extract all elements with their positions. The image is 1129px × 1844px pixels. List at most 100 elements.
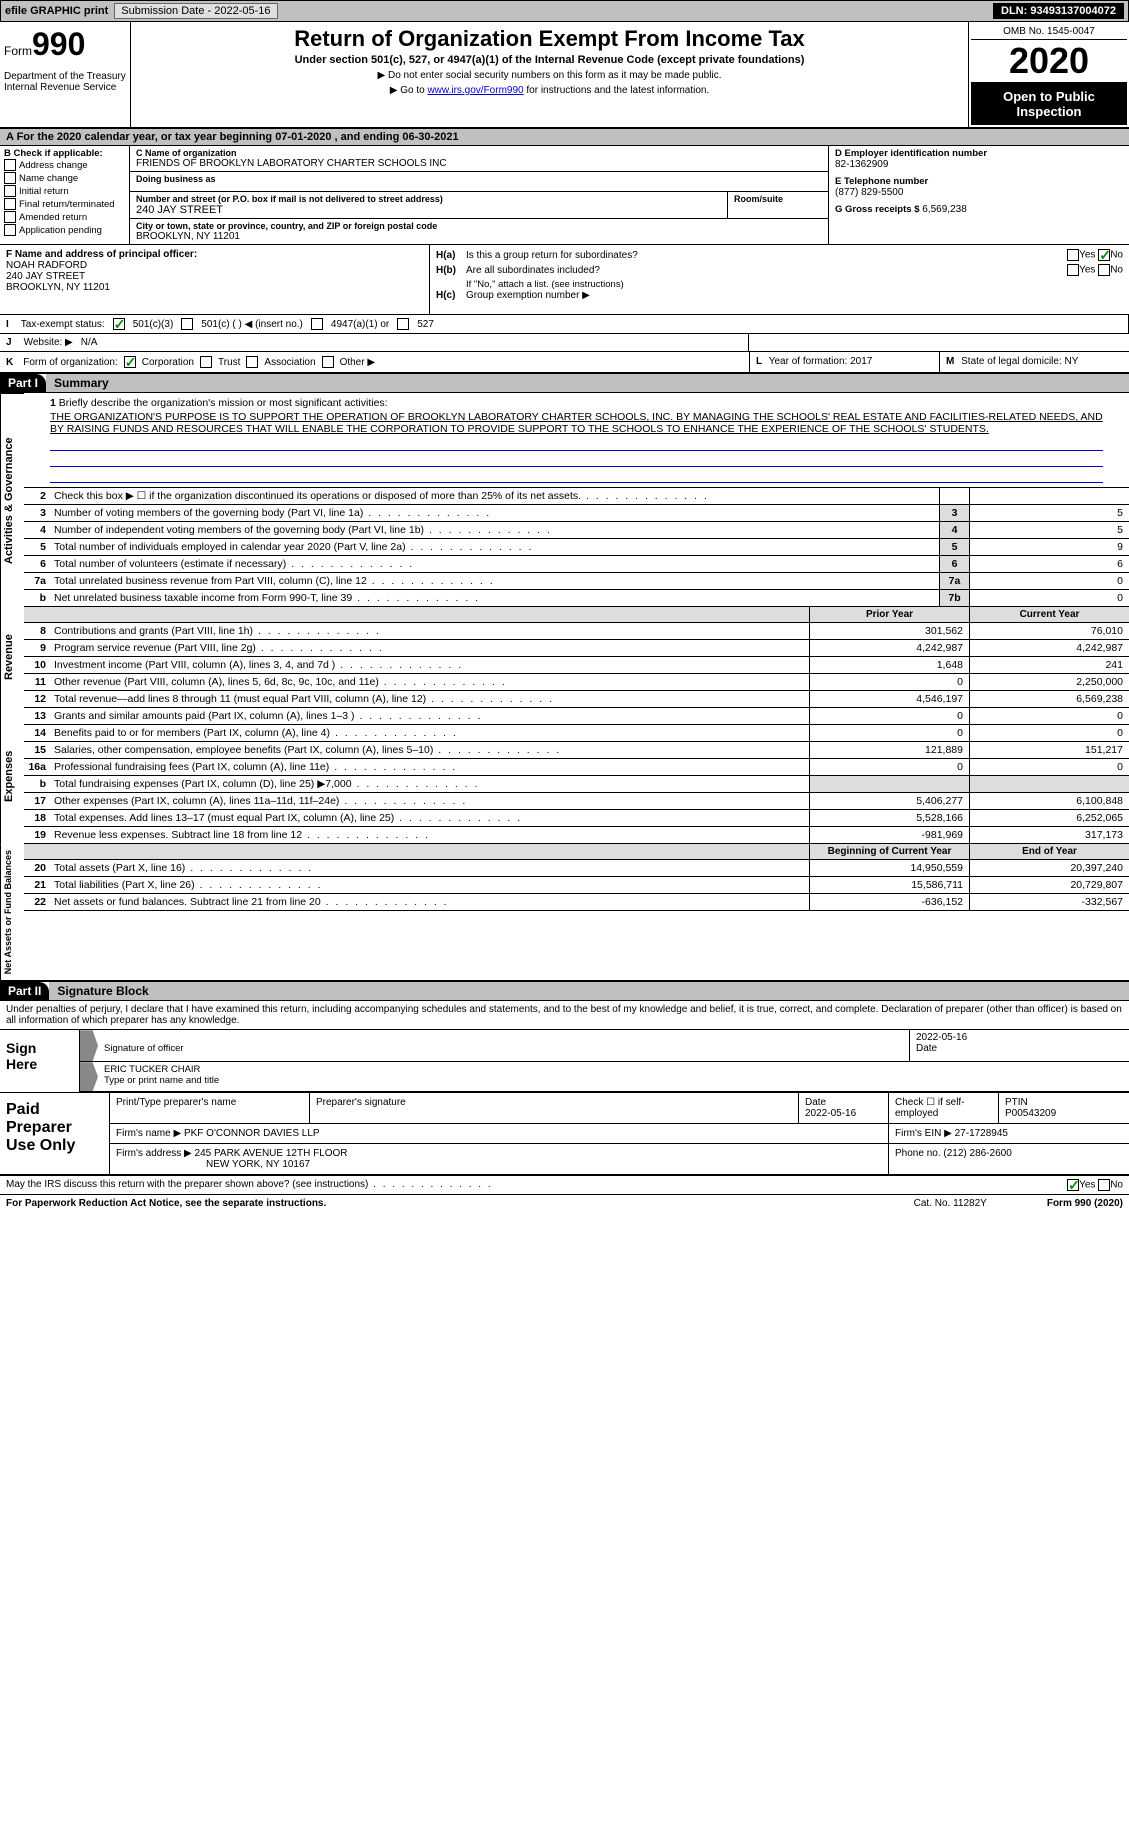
- hb-no[interactable]: [1098, 264, 1110, 276]
- form-number: 990: [32, 26, 85, 62]
- efile-label: efile GRAPHIC print: [5, 5, 108, 17]
- financial-line: 14Benefits paid to or for members (Part …: [24, 725, 1129, 742]
- sig-date: 2022-05-16: [916, 1032, 967, 1043]
- irs-link[interactable]: www.irs.gov/Form990: [427, 85, 523, 96]
- sig-declaration: Under penalties of perjury, I declare th…: [0, 1001, 1129, 1030]
- sig-arrow-icon: [80, 1030, 98, 1061]
- check-final-return[interactable]: Final return/terminated: [4, 198, 125, 210]
- summary-section: Activities & Governance 1 Briefly descri…: [0, 393, 1129, 607]
- ha-no[interactable]: [1098, 249, 1110, 261]
- financial-line: 8Contributions and grants (Part VIII, li…: [24, 623, 1129, 640]
- check-other[interactable]: [322, 356, 334, 368]
- prep-date: 2022-05-16: [805, 1108, 856, 1119]
- ptin: P00543209: [1005, 1108, 1056, 1119]
- box-c: C Name of organization FRIENDS OF BROOKL…: [130, 146, 829, 244]
- tab-expenses: Expenses: [0, 708, 24, 844]
- financial-line: 9Program service revenue (Part VIII, lin…: [24, 640, 1129, 657]
- financial-line: 13Grants and similar amounts paid (Part …: [24, 708, 1129, 725]
- dept-label: Department of the TreasuryInternal Reven…: [4, 63, 126, 93]
- firm-phone: (212) 286-2600: [943, 1148, 1011, 1159]
- summary-line: 4Number of independent voting members of…: [24, 522, 1129, 539]
- check-address-change[interactable]: Address change: [4, 159, 125, 171]
- check-501c3[interactable]: [113, 318, 125, 330]
- box-h: H(a) Is this a group return for subordin…: [430, 245, 1129, 314]
- summary-line: 7aTotal unrelated business revenue from …: [24, 573, 1129, 590]
- row-i: I Tax-exempt status: 501(c)(3) 501(c) ( …: [0, 315, 1129, 334]
- check-527[interactable]: [397, 318, 409, 330]
- paid-preparer-block: PaidPreparerUse Only Print/Type preparer…: [0, 1092, 1129, 1176]
- part1-header: Part I Summary: [0, 374, 1129, 393]
- form-ref: Form 990 (2020): [1047, 1198, 1123, 1209]
- sig-arrow-icon: [80, 1062, 98, 1091]
- check-amended-return[interactable]: Amended return: [4, 211, 125, 223]
- financial-line: 12Total revenue—add lines 8 through 11 (…: [24, 691, 1129, 708]
- check-4947[interactable]: [311, 318, 323, 330]
- check-assoc[interactable]: [246, 356, 258, 368]
- page-footer: For Paperwork Reduction Act Notice, see …: [0, 1195, 1129, 1212]
- check-application-pending[interactable]: Application pending: [4, 224, 125, 236]
- check-501c[interactable]: [181, 318, 193, 330]
- financial-line: 17Other expenses (Part IX, column (A), l…: [24, 793, 1129, 810]
- dln-label: DLN: 93493137004072: [993, 3, 1124, 19]
- financial-line: 11Other revenue (Part VIII, column (A), …: [24, 674, 1129, 691]
- header-right: OMB No. 1545-0047 2020 Open to Public In…: [969, 22, 1129, 127]
- state-domicile: NY: [1065, 356, 1079, 367]
- summary-line: 2Check this box ▶ ☐ if the organization …: [24, 488, 1129, 505]
- tab-netassets: Net Assets or Fund Balances: [0, 844, 24, 980]
- header-title-block: Return of Organization Exempt From Incom…: [130, 22, 969, 127]
- officer-name: NOAH RADFORD: [6, 260, 423, 271]
- discuss-no[interactable]: [1098, 1179, 1110, 1191]
- firm-name: PKF O'CONNOR DAVIES LLP: [184, 1128, 320, 1139]
- sign-here-block: SignHere Signature of officer 2022-05-16…: [0, 1030, 1129, 1092]
- org-city: BROOKLYN, NY 11201: [136, 231, 822, 242]
- summary-line: 5Total number of individuals employed in…: [24, 539, 1129, 556]
- summary-line: 6Total number of volunteers (estimate if…: [24, 556, 1129, 573]
- tab-revenue: Revenue: [0, 607, 24, 708]
- check-name-change[interactable]: Name change: [4, 172, 125, 184]
- check-initial-return[interactable]: Initial return: [4, 185, 125, 197]
- firm-addr1: 245 PARK AVENUE 12TH FLOOR: [195, 1148, 348, 1159]
- row-klm: K Form of organization: Corporation Trus…: [0, 352, 1129, 374]
- officer-print-name: ERIC TUCKER CHAIR: [104, 1064, 200, 1075]
- mission-block: 1 Briefly describe the organization's mi…: [24, 393, 1129, 488]
- summary-line: bNet unrelated business taxable income f…: [24, 590, 1129, 607]
- self-employed-check[interactable]: Check ☐ if self-employed: [889, 1093, 999, 1123]
- form-header: Form990 Department of the TreasuryIntern…: [0, 22, 1129, 129]
- ein: 82-1362909: [835, 159, 888, 170]
- hb-yes[interactable]: [1067, 264, 1079, 276]
- cat-no: Cat. No. 11282Y: [914, 1198, 987, 1209]
- org-street: 240 JAY STREET: [136, 204, 721, 216]
- omb-number: OMB No. 1545-0047: [971, 24, 1127, 40]
- main-title: Return of Organization Exempt From Incom…: [139, 26, 960, 52]
- subtitle: Under section 501(c), 527, or 4947(a)(1)…: [139, 54, 960, 66]
- sign-here-label: SignHere: [0, 1030, 80, 1092]
- info-block: B Check if applicable: Address change Na…: [0, 146, 1129, 245]
- check-trust[interactable]: [200, 356, 212, 368]
- website-val: N/A: [81, 337, 98, 348]
- financial-line: 10Investment income (Part VIII, column (…: [24, 657, 1129, 674]
- financial-line: 20Total assets (Part X, line 16)14,950,5…: [24, 860, 1129, 877]
- efile-top-bar: efile GRAPHIC print Submission Date - 20…: [0, 0, 1129, 22]
- financial-line: 22Net assets or fund balances. Subtract …: [24, 894, 1129, 911]
- financial-line: bTotal fundraising expenses (Part IX, co…: [24, 776, 1129, 793]
- row-j: J Website: ▶ N/A: [0, 334, 1129, 352]
- financial-line: 21Total liabilities (Part X, line 26)15,…: [24, 877, 1129, 894]
- financial-line: 15Salaries, other compensation, employee…: [24, 742, 1129, 759]
- fin-header-rev: Prior Year Current Year: [24, 607, 1129, 623]
- paid-preparer-label: PaidPreparerUse Only: [0, 1093, 110, 1174]
- box-f: F Name and address of principal officer:…: [0, 245, 430, 314]
- year-formation: 2017: [850, 356, 872, 367]
- firm-addr2: NEW YORK, NY 10167: [116, 1159, 310, 1170]
- submission-date-button[interactable]: Submission Date - 2022-05-16: [114, 3, 277, 19]
- goto-note: ▶ Go to www.irs.gov/Form990 for instruct…: [139, 85, 960, 96]
- summary-line: 3Number of voting members of the governi…: [24, 505, 1129, 522]
- gross-receipts: 6,569,238: [922, 204, 967, 215]
- discuss-yes[interactable]: [1067, 1179, 1079, 1191]
- check-corp[interactable]: [124, 356, 136, 368]
- firm-ein: 27-1728945: [955, 1128, 1008, 1139]
- fin-header-net: Beginning of Current Year End of Year: [24, 844, 1129, 860]
- discuss-row: May the IRS discuss this return with the…: [0, 1176, 1129, 1195]
- mission-text: THE ORGANIZATION'S PURPOSE IS TO SUPPORT…: [50, 411, 1103, 435]
- org-name: FRIENDS OF BROOKLYN LABORATORY CHARTER S…: [136, 158, 822, 169]
- ha-yes[interactable]: [1067, 249, 1079, 261]
